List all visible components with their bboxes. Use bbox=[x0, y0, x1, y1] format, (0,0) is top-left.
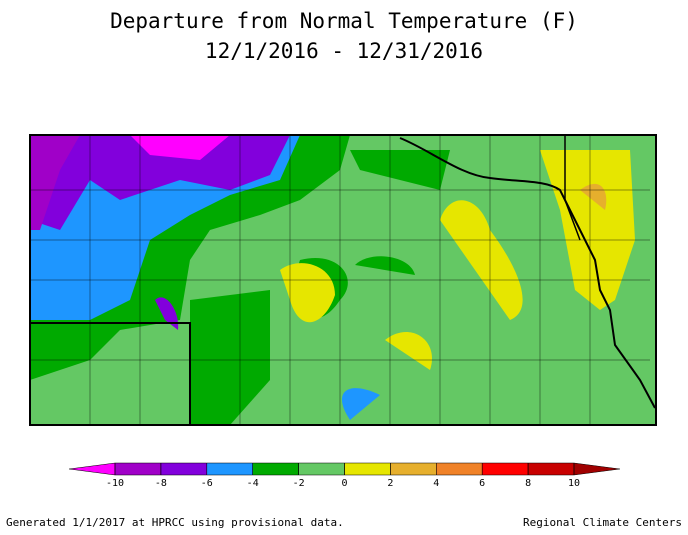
title-line: 12/1/2016 - 12/31/2016 bbox=[205, 39, 483, 63]
legend-tick-label: 8 bbox=[525, 478, 531, 489]
color-legend: -10 -8 -6 -4 -2 0 2 4 6 8 10 bbox=[69, 462, 620, 489]
legend-swatch bbox=[527, 462, 575, 476]
legend-tick-label: -10 bbox=[106, 478, 124, 489]
legend-swatch bbox=[69, 462, 116, 476]
legend-swatch bbox=[344, 462, 391, 476]
legend-tick-label: -2 bbox=[293, 478, 305, 489]
legend-swatch bbox=[298, 462, 345, 476]
footer-left: Generated 1/1/2017 at HPRCC using provis… bbox=[6, 516, 344, 529]
map bbox=[30, 135, 656, 425]
legend-tick-label: 6 bbox=[479, 478, 485, 489]
legend-swatch bbox=[436, 462, 483, 476]
legend-swatch bbox=[252, 462, 299, 476]
legend-tick-label: -8 bbox=[155, 478, 167, 489]
title-line: Departure from Normal Temperature (F) bbox=[110, 9, 578, 33]
legend-swatch bbox=[390, 462, 437, 476]
legend-tick-label: 4 bbox=[433, 478, 439, 489]
legend-tick-label: -6 bbox=[201, 478, 213, 489]
borders bbox=[29, 134, 657, 426]
legend-swatch bbox=[114, 462, 162, 476]
legend-swatch bbox=[160, 462, 208, 476]
legend-tick-label: 2 bbox=[387, 478, 393, 489]
legend-swatch bbox=[206, 462, 253, 476]
legend-tick-label: -4 bbox=[247, 478, 259, 489]
legend-tick-label: 0 bbox=[341, 478, 347, 489]
legend-tick-label: 10 bbox=[568, 478, 580, 489]
legend-swatch bbox=[573, 462, 620, 476]
legend-swatch bbox=[481, 462, 529, 476]
footer-right: Regional Climate Centers bbox=[523, 516, 682, 529]
